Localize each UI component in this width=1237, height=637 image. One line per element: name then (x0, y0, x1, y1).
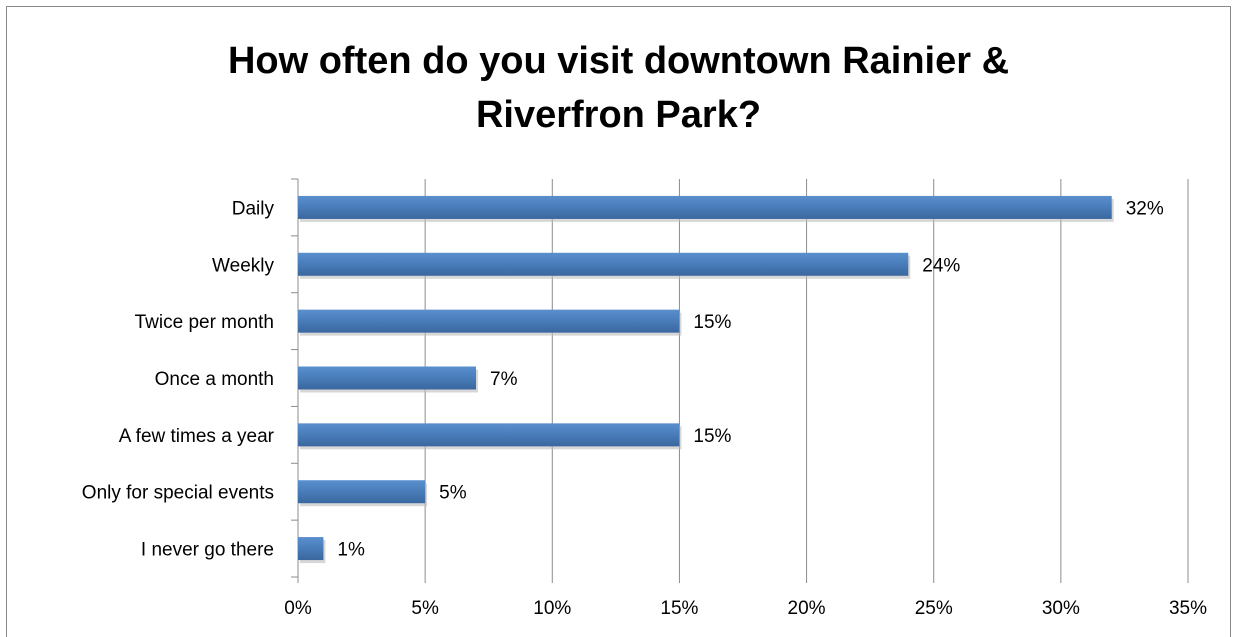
x-tick-label: 30% (1042, 598, 1080, 619)
chart-title: How often do you visit downtown Rainier … (227, 40, 1010, 136)
data-label: 15% (693, 426, 731, 447)
data-label: 24% (922, 255, 960, 276)
x-tick-label: 20% (788, 598, 826, 619)
x-tick-label: 10% (533, 598, 571, 619)
category-label: I never go there (141, 540, 274, 561)
labels: 0% 5% 10% 15% 20% 25% 30% 35% Daily 32% Weekly 24% T… (82, 198, 1207, 619)
category-label: A few times a year (119, 426, 275, 447)
x-tick-label: 0% (284, 598, 312, 619)
bar (298, 537, 324, 561)
data-label: 32% (1126, 198, 1164, 219)
x-tick-label: 25% (915, 598, 953, 619)
x-tick-label: 5% (411, 598, 439, 619)
gridlines (424, 179, 1189, 577)
bar (298, 309, 680, 333)
bars (298, 195, 1114, 564)
bar (298, 252, 909, 276)
data-label: 1% (337, 540, 365, 561)
x-tick-label: 35% (1169, 598, 1207, 619)
bar (298, 423, 680, 447)
bar (298, 195, 1112, 219)
bar (298, 480, 426, 504)
category-label: Weekly (212, 255, 274, 276)
category-label: Twice per month (135, 312, 274, 333)
data-label: 7% (490, 369, 518, 390)
data-label: 5% (439, 483, 467, 504)
data-label: 15% (693, 312, 731, 333)
category-label: Daily (232, 198, 275, 219)
category-label: Once a month (155, 369, 274, 390)
bar (298, 366, 476, 390)
x-tick-label: 15% (660, 598, 698, 619)
category-label: Only for special events (82, 483, 274, 504)
